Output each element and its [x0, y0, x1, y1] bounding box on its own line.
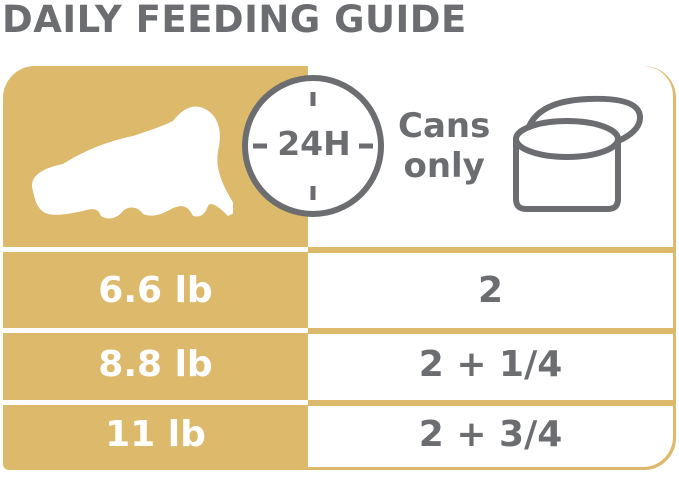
cat-silhouette-icon [32, 106, 233, 219]
weight-8-8: 8.8 lb [98, 344, 213, 385]
page-title: DAILY FEEDING GUIDE [2, 0, 467, 41]
cans-11: 2 + 3/4 [418, 414, 563, 455]
cans-6-6: 2 [477, 270, 504, 311]
cans-8-8: 2 + 1/4 [418, 344, 563, 385]
feeding-table: 24H Cans only 6.6 lb 2 8.8 lb 2 + 1/4 11… [3, 66, 676, 470]
divider [308, 400, 676, 406]
divider [3, 328, 308, 333]
divider [3, 247, 308, 252]
clock-label: 24H [277, 124, 351, 163]
weight-11: 11 lb [105, 414, 206, 455]
divider [3, 400, 308, 405]
open-can-icon [513, 95, 644, 212]
divider [308, 328, 676, 334]
weight-6-6: 6.6 lb [98, 270, 213, 311]
clock-24h-icon [242, 75, 384, 217]
cans-only-label: Cans only [398, 106, 491, 186]
divider [308, 247, 676, 253]
